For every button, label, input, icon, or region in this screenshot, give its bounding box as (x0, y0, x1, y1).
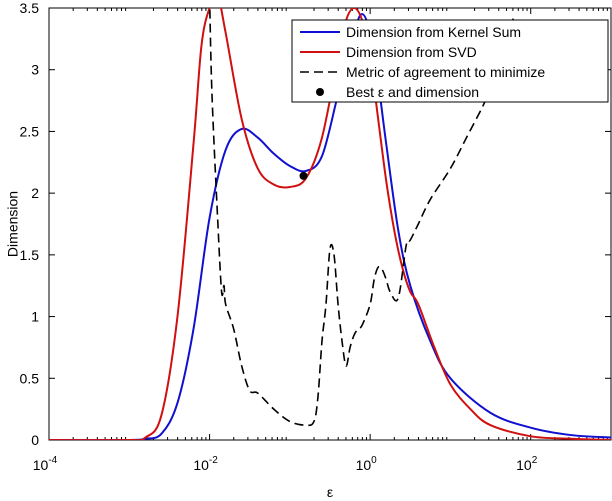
x-tick-base: 10 (33, 457, 49, 473)
legend-label: Dimension from Kernel Sum (346, 24, 521, 40)
x-tick-base: 10 (193, 457, 209, 473)
agreement-metric-line (209, 8, 516, 427)
legend-box (291, 19, 609, 103)
x-tick-exponent: -4 (48, 455, 57, 466)
best-point-marker (299, 171, 308, 180)
x-tick-label: 100 (356, 455, 378, 473)
y-tick-label: 3 (31, 62, 39, 78)
x-tick-label: 10-2 (193, 455, 218, 473)
y-tick-label: 1.5 (20, 247, 40, 263)
legend-label: Dimension from SVD (346, 44, 477, 60)
y-axis-label: Dimension (5, 191, 21, 257)
x-tick-exponent: 2 (532, 455, 538, 466)
y-tick-label: 0.5 (20, 370, 40, 386)
y-tick-label: 1 (31, 309, 39, 325)
x-tick-label: 10-4 (33, 455, 58, 473)
y-tick-label: 2.5 (20, 123, 40, 139)
x-tick-base: 10 (356, 457, 372, 473)
legend: Dimension from Kernel Sum Dimension from … (291, 19, 609, 103)
x-tick-exponent: -2 (209, 455, 218, 466)
tick-labels: 00.511.522.533.510-4 10-2 100 102 (20, 0, 538, 473)
x-tick-base: 10 (516, 457, 532, 473)
x-tick-label: 102 (516, 455, 538, 473)
x-tick-exponent: 0 (371, 455, 377, 466)
point-layer (299, 171, 308, 180)
y-tick-label: 0 (31, 432, 39, 448)
y-tick-label: 2 (31, 185, 39, 201)
legend-label: Best ε and dimension (346, 84, 479, 100)
legend-label: Metric of agreement to minimize (346, 64, 545, 80)
legend-marker (316, 88, 324, 96)
x-axis-label: ε (327, 484, 333, 500)
y-tick-label: 3.5 (20, 0, 40, 16)
